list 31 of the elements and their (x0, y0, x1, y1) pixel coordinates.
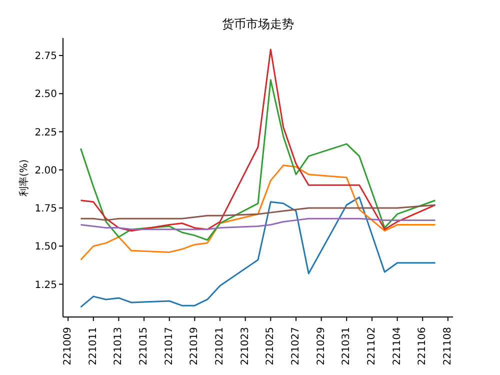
line-series (80, 48, 436, 232)
x-tick-label: 221104 (392, 327, 403, 366)
y-tick-label: 2.00 (34, 165, 57, 176)
line-series (80, 164, 436, 261)
x-tick-label: 221102 (366, 327, 378, 366)
line-series (80, 196, 436, 308)
y-tick-label: 1.75 (34, 204, 57, 215)
x-tick-label: 221029 (316, 327, 327, 366)
x-tick-label: 221017 (164, 327, 175, 366)
x-tick-label: 221013 (113, 327, 124, 366)
line-series (80, 79, 436, 241)
y-tick-label: 2.50 (34, 89, 57, 100)
x-tick-label: 221027 (290, 327, 302, 366)
y-tick-label: 1.25 (34, 280, 57, 291)
x-tick-label: 221106 (417, 327, 428, 366)
y-tick-label: 1.50 (34, 242, 57, 253)
x-tick-label: 221015 (138, 327, 150, 366)
x-tick-label: 221021 (214, 327, 226, 366)
x-tick-label: 221023 (240, 327, 251, 366)
x-tick-label: 221011 (88, 327, 99, 366)
x-tick-label: 221019 (189, 327, 200, 366)
x-tick-label: 221009 (62, 327, 74, 366)
y-tick-label: 2.75 (34, 51, 57, 62)
x-tick-label: 221108 (442, 327, 454, 366)
x-tick-label: 221025 (265, 327, 276, 366)
x-tick-label: 221031 (341, 327, 352, 366)
y-tick-label: 2.25 (34, 127, 57, 138)
line-series (80, 204, 436, 221)
line-series (80, 218, 436, 230)
y-axis-title: 利率(%) (18, 159, 31, 197)
chart-title: 货币市场走势 (221, 16, 295, 33)
